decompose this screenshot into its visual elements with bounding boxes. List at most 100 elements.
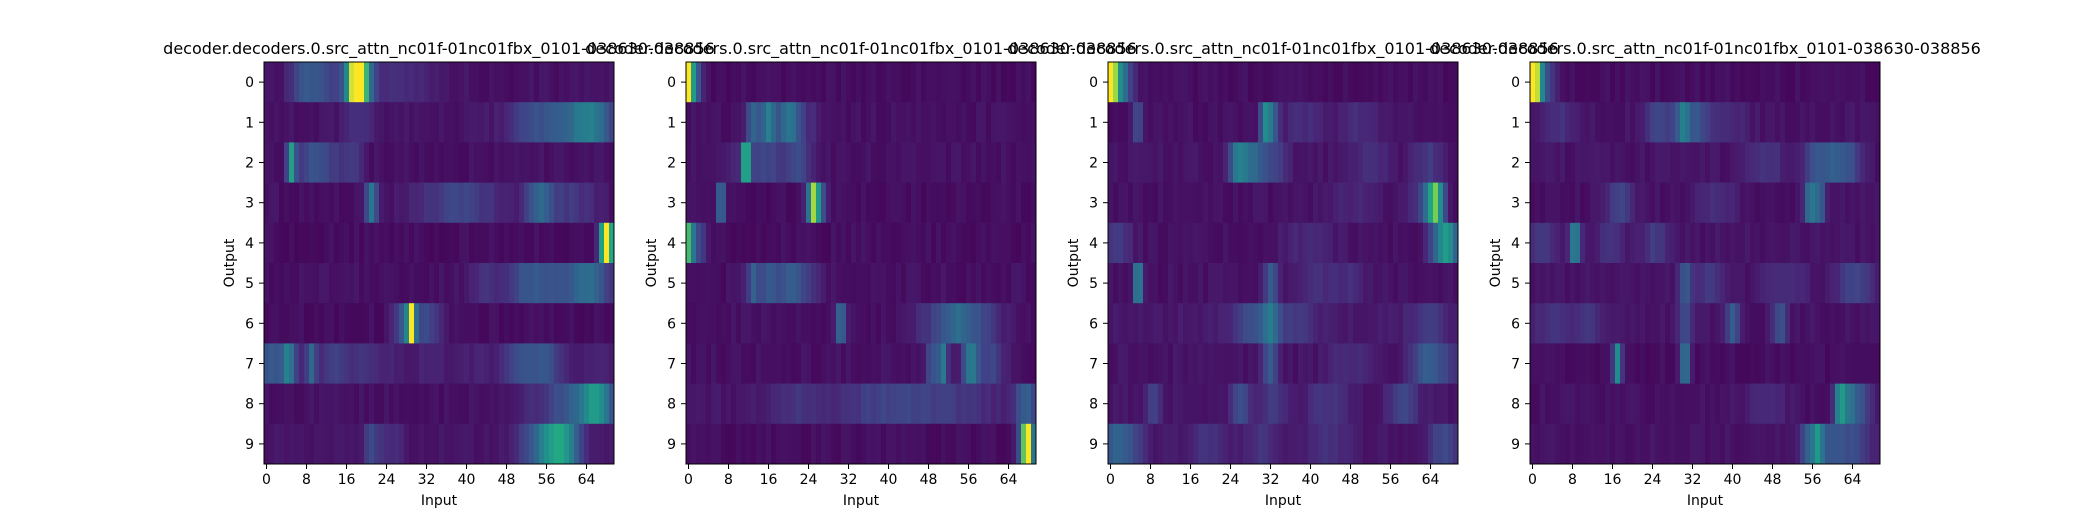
heatmap-cell [539,263,545,304]
heatmap-cell [274,383,280,425]
heatmap-cell [1208,423,1214,465]
heatmap-cell [509,423,515,465]
heatmap-cell [1810,343,1816,384]
heatmap-cell [1278,383,1284,425]
heatmap-cell [1680,303,1686,344]
heatmap-cell [1790,62,1796,103]
heatmap-cell [1011,343,1017,384]
heatmap-cell [961,62,967,103]
heatmap-cell [1735,303,1741,344]
heatmap-cell [264,182,270,224]
x-tick-label: 64 [1844,472,1862,488]
heatmap-cell [811,62,817,103]
heatmap-cell [329,263,335,304]
heatmap-cell [1775,142,1781,183]
heatmap-cell [1695,62,1701,103]
heatmap-cell [369,343,375,384]
heatmap-cell [896,102,902,143]
heatmap-cell [741,343,747,384]
heatmap-cell [1685,62,1691,103]
heatmap-cell [981,102,987,143]
heatmap-cell [1770,263,1776,304]
heatmap-cell [786,383,792,425]
heatmap-cell [449,263,455,304]
heatmap-cell [806,383,812,425]
heatmap-cell [434,182,440,224]
x-tick-label: 8 [1568,472,1577,488]
heatmap-cell [1178,182,1184,224]
heatmap-cell [1595,383,1601,425]
heatmap-cell [941,62,947,103]
heatmap-cell [474,102,480,143]
heatmap-cell [1740,303,1746,344]
heatmap-cell [1595,142,1601,183]
heatmap-cell [1645,62,1651,103]
heatmap-cell [706,343,712,384]
heatmap-cell [1570,222,1576,264]
heatmap-cell [1198,343,1204,384]
heatmap-cell [786,303,792,344]
heatmap-cell [1418,102,1424,143]
heatmap-cell [1213,142,1219,183]
heatmap-cell [1288,102,1294,143]
heatmap-cell [701,142,707,183]
heatmap-cell [1830,142,1836,183]
heatmap-cell [886,383,892,425]
heatmap-cell [599,142,605,183]
x-tick-label: 40 [1302,472,1320,488]
heatmap-cell [996,182,1002,224]
heatmap-cell [1775,102,1781,143]
heatmap-cell [589,222,595,264]
heatmap-cell [369,383,375,425]
heatmap-cell [1850,182,1856,224]
heatmap-cell [434,142,440,183]
heatmap-cell [1745,263,1751,304]
heatmap-cell [731,343,737,384]
heatmap-cell [1021,182,1027,224]
heatmap-cell [604,182,610,224]
heatmap-cell [1433,182,1439,224]
heatmap-cell [579,182,585,224]
heatmap-cell [1153,303,1159,344]
heatmap-cell [534,142,540,183]
heatmap-cell [1026,222,1032,264]
heatmap-cell [1720,142,1726,183]
heatmap-cell [609,303,615,344]
heatmap-cell [574,343,580,384]
heatmap-cell [284,383,290,425]
heatmap-cell [1860,263,1866,304]
heatmap-cell [1158,102,1164,143]
heatmap-cell [986,383,992,425]
heatmap-cell [579,222,585,264]
heatmap-cell [1690,142,1696,183]
heatmap-cell [1283,182,1289,224]
heatmap-cell [1630,62,1636,103]
heatmap-cell [429,423,435,465]
heatmap-cell [1343,263,1349,304]
heatmap-cell [1343,343,1349,384]
heatmap-cell [464,343,470,384]
heatmap-cell [304,303,310,344]
heatmap-cell [711,142,717,183]
heatmap-cell [1740,142,1746,183]
heatmap-cell [1745,343,1751,384]
heatmap-cell [1328,263,1334,304]
heatmap-cell [1148,263,1154,304]
heatmap-cell [1805,423,1811,465]
heatmap-cell [1313,343,1319,384]
heatmap-cell [1560,263,1566,304]
heatmap-cell [1208,343,1214,384]
heatmap-cell [1755,303,1761,344]
heatmap-cell [716,263,722,304]
heatmap-cell [841,303,847,344]
heatmap-cell [554,423,560,465]
heatmap-cell [1795,182,1801,224]
heatmap-cell [1208,142,1214,183]
heatmap-cell [344,423,350,465]
heatmap-cell [544,383,550,425]
heatmap-cell [1188,303,1194,344]
heatmap-cell [816,62,822,103]
heatmap-cell [986,423,992,465]
heatmap-cell [1328,343,1334,384]
